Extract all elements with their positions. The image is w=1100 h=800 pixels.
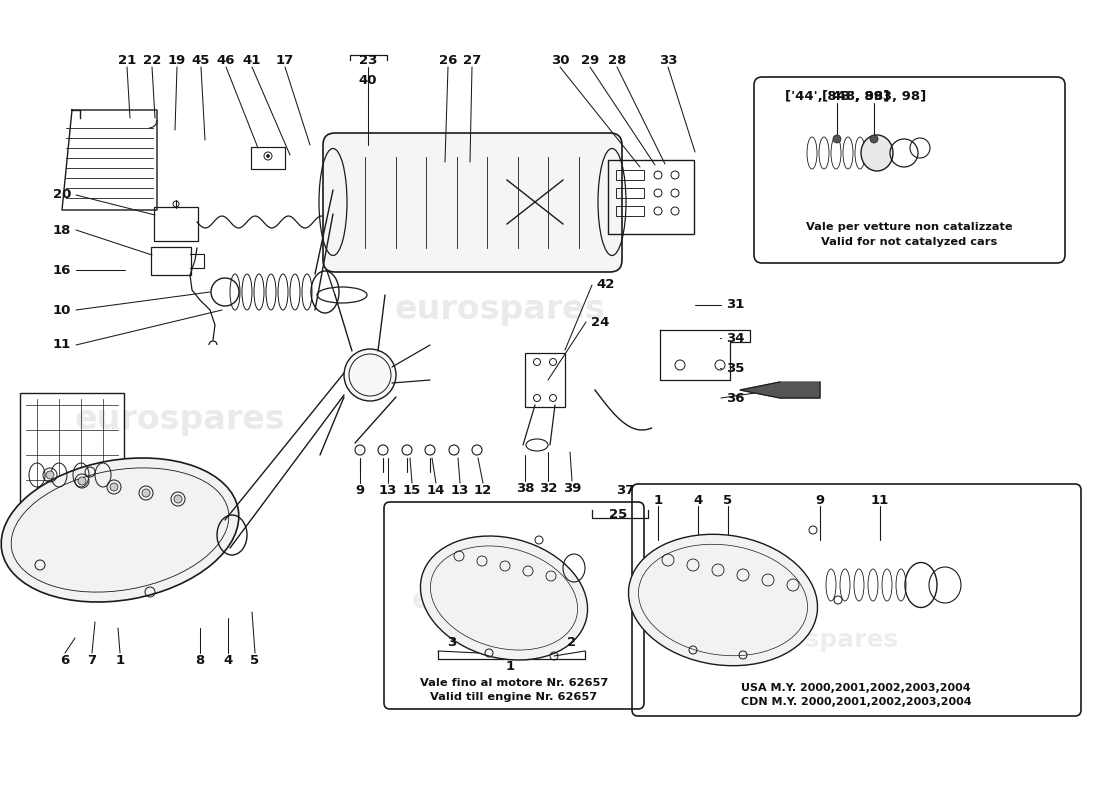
Text: 5: 5 <box>724 494 733 506</box>
Text: 19: 19 <box>168 54 186 66</box>
Text: 32: 32 <box>539 482 558 494</box>
Text: 11: 11 <box>53 338 72 351</box>
Text: 28: 28 <box>608 54 626 66</box>
Text: 1: 1 <box>116 654 124 666</box>
Text: 23: 23 <box>359 54 377 66</box>
Text: 46: 46 <box>217 54 235 66</box>
Text: 26: 26 <box>439 54 458 66</box>
Text: USA M.Y. 2000,2001,2002,2003,2004: USA M.Y. 2000,2001,2002,2003,2004 <box>741 683 971 693</box>
Ellipse shape <box>861 135 893 171</box>
Text: 12: 12 <box>474 483 492 497</box>
Circle shape <box>870 135 878 143</box>
Text: 25: 25 <box>609 509 627 522</box>
Ellipse shape <box>420 536 587 660</box>
Text: 42: 42 <box>597 278 615 291</box>
Text: 5: 5 <box>251 654 260 666</box>
Text: 7: 7 <box>87 654 97 666</box>
Circle shape <box>174 495 182 503</box>
Text: 36: 36 <box>726 391 745 405</box>
Text: 20: 20 <box>53 189 72 202</box>
Ellipse shape <box>344 349 396 401</box>
Text: 17: 17 <box>276 54 294 66</box>
Text: eurospares: eurospares <box>395 294 605 326</box>
Text: 1: 1 <box>505 661 515 674</box>
Text: 40: 40 <box>359 74 377 86</box>
Text: 39: 39 <box>563 482 581 494</box>
Text: 33: 33 <box>659 54 678 66</box>
Text: 45: 45 <box>191 54 210 66</box>
Ellipse shape <box>1 458 239 602</box>
Text: 41: 41 <box>243 54 261 66</box>
Text: 21: 21 <box>118 54 136 66</box>
Text: eurospares: eurospares <box>412 586 587 614</box>
Text: 29: 29 <box>581 54 600 66</box>
Text: 11: 11 <box>871 494 889 506</box>
Bar <box>616 170 644 180</box>
Text: 24: 24 <box>591 315 609 329</box>
Text: Valid for not catalyzed cars: Valid for not catalyzed cars <box>821 237 997 247</box>
Text: 8: 8 <box>196 654 205 666</box>
Circle shape <box>110 483 118 491</box>
Text: 13: 13 <box>451 483 470 497</box>
Polygon shape <box>740 382 820 398</box>
Text: ['43', 893, 98]: ['43', 893, 98] <box>822 90 926 103</box>
Circle shape <box>142 489 150 497</box>
Circle shape <box>266 154 270 158</box>
Text: 1: 1 <box>653 494 662 506</box>
Text: 37: 37 <box>616 483 635 497</box>
Bar <box>616 206 644 216</box>
Text: CDN M.Y. 2000,2001,2002,2003,2004: CDN M.Y. 2000,2001,2002,2003,2004 <box>740 697 971 707</box>
Text: 22: 22 <box>143 54 161 66</box>
Circle shape <box>46 471 54 479</box>
Text: 34: 34 <box>726 331 745 345</box>
Text: Valid till engine Nr. 62657: Valid till engine Nr. 62657 <box>430 692 597 702</box>
Text: 4: 4 <box>223 654 232 666</box>
Text: 9: 9 <box>815 494 825 506</box>
Text: eurospares: eurospares <box>741 628 899 652</box>
Text: 35: 35 <box>726 362 745 374</box>
Text: 30: 30 <box>551 54 570 66</box>
Bar <box>616 188 644 198</box>
Text: 13: 13 <box>378 483 397 497</box>
Text: 2: 2 <box>568 637 576 650</box>
Text: 4: 4 <box>693 494 703 506</box>
Text: eurospares: eurospares <box>75 403 285 437</box>
Text: Vale per vetture non catalizzate: Vale per vetture non catalizzate <box>805 222 1012 232</box>
Text: ['44', 848, 98]: ['44', 848, 98] <box>784 90 889 103</box>
Circle shape <box>78 477 86 485</box>
Text: 27: 27 <box>463 54 481 66</box>
Text: 9: 9 <box>355 483 364 497</box>
Text: 14: 14 <box>427 483 446 497</box>
Text: 6: 6 <box>60 654 69 666</box>
Text: 18: 18 <box>53 223 72 237</box>
Text: 15: 15 <box>403 483 421 497</box>
Text: 38: 38 <box>516 482 535 494</box>
FancyBboxPatch shape <box>323 133 622 272</box>
Text: 3: 3 <box>448 637 456 650</box>
Ellipse shape <box>628 534 817 666</box>
Text: 10: 10 <box>53 303 72 317</box>
Text: Vale fino al motore Nr. 62657: Vale fino al motore Nr. 62657 <box>420 678 608 688</box>
Text: 16: 16 <box>53 263 72 277</box>
Text: 31: 31 <box>726 298 745 311</box>
Circle shape <box>833 135 842 143</box>
